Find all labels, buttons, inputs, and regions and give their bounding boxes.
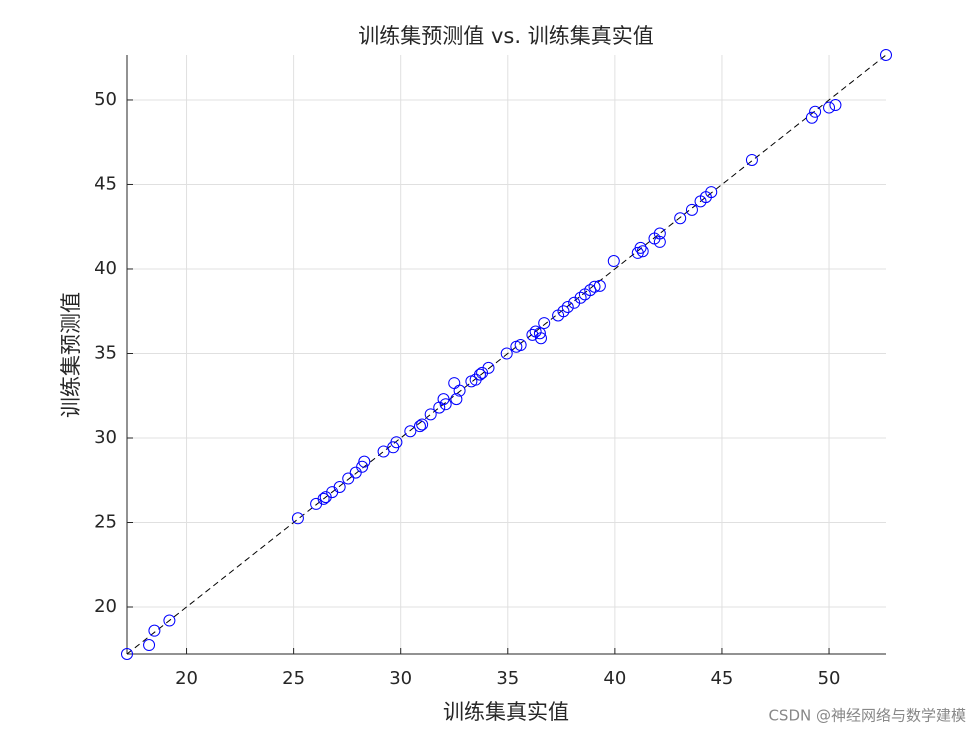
reference-line	[126, 54, 887, 655]
x-tick-label: 45	[710, 668, 733, 689]
point	[829, 99, 842, 112]
x-tick-label: 30	[389, 668, 412, 689]
point	[538, 317, 551, 330]
y-tick-label: 50	[94, 89, 117, 110]
y-tick-label: 45	[94, 173, 117, 194]
point	[745, 153, 758, 166]
x-axis-label: 训练集真实值	[443, 700, 569, 724]
x-tick-label: 25	[282, 668, 305, 689]
point	[148, 624, 161, 637]
point	[634, 241, 647, 254]
point	[533, 327, 546, 340]
point	[416, 418, 429, 431]
point	[557, 305, 570, 318]
point	[121, 648, 133, 660]
x-tick-label: 40	[603, 668, 626, 689]
point	[473, 368, 486, 381]
point	[450, 393, 463, 406]
point	[291, 512, 304, 525]
point	[593, 279, 606, 292]
point	[333, 481, 346, 494]
point	[574, 291, 587, 304]
point	[453, 384, 466, 397]
y-tick-label: 40	[94, 258, 117, 279]
point	[705, 186, 718, 199]
y-tick-label: 30	[94, 427, 117, 448]
point	[514, 339, 527, 352]
x-tick-label: 35	[496, 668, 519, 689]
x-tick-label: 50	[818, 668, 841, 689]
point	[805, 111, 818, 124]
point	[653, 227, 666, 240]
point	[143, 639, 156, 652]
point	[500, 347, 513, 360]
point	[607, 255, 620, 268]
point	[424, 408, 437, 421]
point	[390, 436, 403, 449]
point	[356, 460, 369, 473]
x-tick-label: 20	[175, 668, 198, 689]
point	[437, 393, 450, 406]
point	[439, 398, 452, 411]
point	[482, 361, 495, 374]
watermark: CSDN @神经网络与数学建模	[768, 707, 966, 725]
point	[163, 614, 176, 627]
y-tick-label: 20	[94, 596, 117, 617]
y-tick-label: 35	[94, 342, 117, 363]
point	[448, 377, 461, 390]
point	[636, 245, 649, 258]
point	[880, 49, 892, 61]
point	[317, 492, 330, 505]
point	[310, 497, 323, 510]
y-tick-label: 25	[94, 512, 117, 533]
point	[588, 280, 601, 293]
point	[342, 472, 355, 485]
point	[413, 420, 426, 433]
point	[404, 425, 417, 438]
y-axis-label: 训练集预测值	[59, 292, 83, 418]
point	[653, 235, 666, 248]
point	[526, 328, 539, 341]
point	[534, 332, 547, 345]
point	[349, 466, 362, 479]
point	[674, 212, 687, 225]
point	[685, 203, 698, 216]
point	[358, 455, 371, 468]
point	[823, 101, 836, 114]
point	[809, 105, 822, 118]
point	[561, 301, 574, 314]
chart-title: 训练集预测值 vs. 训练集真实值	[358, 24, 653, 48]
